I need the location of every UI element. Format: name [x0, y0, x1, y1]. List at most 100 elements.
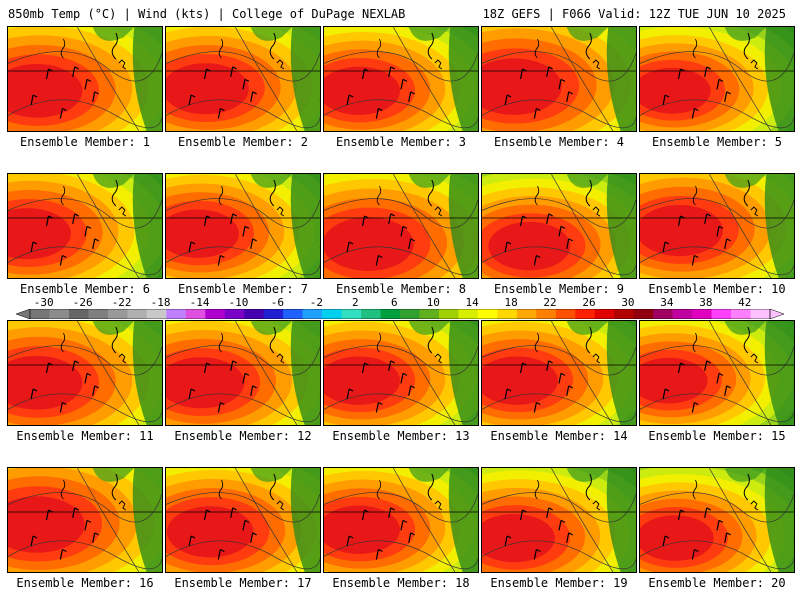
- temperature-field: [8, 174, 162, 278]
- colorbar-segment: [653, 309, 673, 319]
- ensemble-member-map: [165, 173, 321, 279]
- ensemble-member-map: [7, 26, 163, 132]
- colorbar-segment: [516, 309, 537, 319]
- colorbar-tick-label: -2: [309, 296, 323, 309]
- ensemble-member-map: [165, 467, 321, 573]
- temperature-colorbar: [16, 309, 784, 319]
- colorbar-segment: [731, 309, 751, 319]
- member-caption: Ensemble Member: 6: [19, 282, 151, 296]
- colorbar-segment: [30, 309, 50, 319]
- member-caption: Ensemble Member: 8: [335, 282, 467, 296]
- temperature-field: [640, 27, 794, 131]
- colorbar-segment: [88, 309, 109, 319]
- colorbar-segment: [497, 309, 518, 319]
- colorbar-segment: [400, 309, 420, 319]
- colorbar-segment: [224, 309, 245, 319]
- member-caption: Ensemble Member: 2: [177, 135, 309, 149]
- ensemble-member-map: [639, 26, 795, 132]
- member-caption: Ensemble Member: 9: [493, 282, 625, 296]
- member-caption: Ensemble Member: 14: [490, 429, 628, 443]
- colorbar-segment: [477, 309, 498, 319]
- ensemble-member-map: [481, 26, 637, 132]
- member-caption: Ensemble Member: 19: [490, 576, 628, 590]
- colorbar-segment: [555, 309, 576, 319]
- temperature-field: [166, 27, 320, 131]
- temperature-field: [482, 27, 636, 131]
- temperature-field: [482, 174, 636, 278]
- colorbar-segment: [672, 309, 693, 319]
- member-caption: Ensemble Member: 12: [174, 429, 312, 443]
- ensemble-member-map: [481, 173, 637, 279]
- colorbar-segment: [185, 309, 206, 319]
- temperature-field: [640, 321, 794, 425]
- colorbar-tick-label: 10: [426, 296, 440, 309]
- temperature-field: [8, 468, 162, 572]
- colorbar-segment: [458, 309, 479, 319]
- colorbar-segment: [283, 309, 303, 319]
- colorbar-tick-label: 38: [699, 296, 713, 309]
- temperature-field: [166, 174, 320, 278]
- temperature-field: [324, 468, 478, 572]
- colorbar-segment: [594, 309, 615, 319]
- colorbar-segment: [107, 309, 128, 319]
- member-caption: Ensemble Member: 4: [493, 135, 625, 149]
- colorbar-segment: [205, 309, 226, 319]
- member-caption: Ensemble Member: 3: [335, 135, 467, 149]
- colorbar-tick-label: -14: [189, 296, 210, 309]
- colorbar-segment: [692, 309, 712, 319]
- colorbar-segment: [575, 309, 596, 319]
- member-caption: Ensemble Member: 15: [648, 429, 786, 443]
- colorbar-segment: [263, 309, 284, 319]
- member-caption: Ensemble Member: 11: [16, 429, 154, 443]
- ensemble-member-map: [323, 173, 479, 279]
- colorbar-segment: [750, 309, 771, 319]
- temperature-field: [324, 174, 478, 278]
- colorbar-tick-label: 6: [390, 296, 398, 309]
- temperature-field: [482, 321, 636, 425]
- colorbar-segment: [166, 309, 187, 319]
- member-caption: Ensemble Member: 5: [651, 135, 783, 149]
- temperature-field: [8, 321, 162, 425]
- colorbar-tick-label: 42: [738, 296, 752, 309]
- colorbar-segment: [244, 309, 264, 319]
- colorbar-tick-label: -26: [72, 296, 93, 309]
- temperature-field: [482, 468, 636, 572]
- colorbar-segment: [438, 309, 459, 319]
- run-info: 18Z GEFS | F066 Valid: 12Z TUE JUN 10 20…: [482, 7, 786, 21]
- colorbar-segment: [68, 309, 89, 319]
- colorbar-tick-label: 34: [660, 296, 674, 309]
- ensemble-member-map: [7, 320, 163, 426]
- ensemble-member-map: [165, 320, 321, 426]
- member-caption: Ensemble Member: 13: [332, 429, 470, 443]
- colorbar-segment: [361, 309, 381, 319]
- member-caption: Ensemble Member: 16: [16, 576, 154, 590]
- colorbar-tick-label: 2: [352, 296, 359, 309]
- colorbar-segment: [536, 309, 557, 319]
- member-caption: Ensemble Member: 17: [174, 576, 312, 590]
- ensemble-member-map: [165, 26, 321, 132]
- colorbar-max-arrow: [769, 309, 784, 319]
- colorbar-segment: [322, 309, 342, 319]
- colorbar-tick-label: 22: [543, 296, 557, 309]
- colorbar-segment: [127, 309, 148, 319]
- colorbar-tick-label: -18: [150, 296, 171, 309]
- colorbar-segment: [711, 309, 732, 319]
- colorbar-tick-label: -22: [111, 296, 132, 309]
- colorbar-min-arrow: [16, 309, 31, 319]
- ensemble-member-map: [323, 320, 479, 426]
- map-title: 850mb Temp (°C) | Wind (kts) | College o…: [8, 7, 406, 21]
- member-caption: Ensemble Member: 1: [19, 135, 151, 149]
- member-caption: Ensemble Member: 18: [332, 576, 470, 590]
- colorbar-segment: [380, 309, 401, 319]
- member-caption: Ensemble Member: 10: [648, 282, 786, 296]
- colorbar-segment: [302, 309, 323, 319]
- colorbar-segment: [633, 309, 654, 319]
- colorbar-segment: [419, 309, 440, 319]
- colorbar-tick-label: -6: [270, 296, 285, 309]
- ensemble-member-map: [7, 173, 163, 279]
- temperature-field: [166, 468, 320, 572]
- ensemble-member-map: [639, 320, 795, 426]
- colorbar-tick-label: -30: [33, 296, 54, 309]
- ensemble-member-map: [639, 467, 795, 573]
- colorbar-tick-label: 30: [621, 296, 635, 309]
